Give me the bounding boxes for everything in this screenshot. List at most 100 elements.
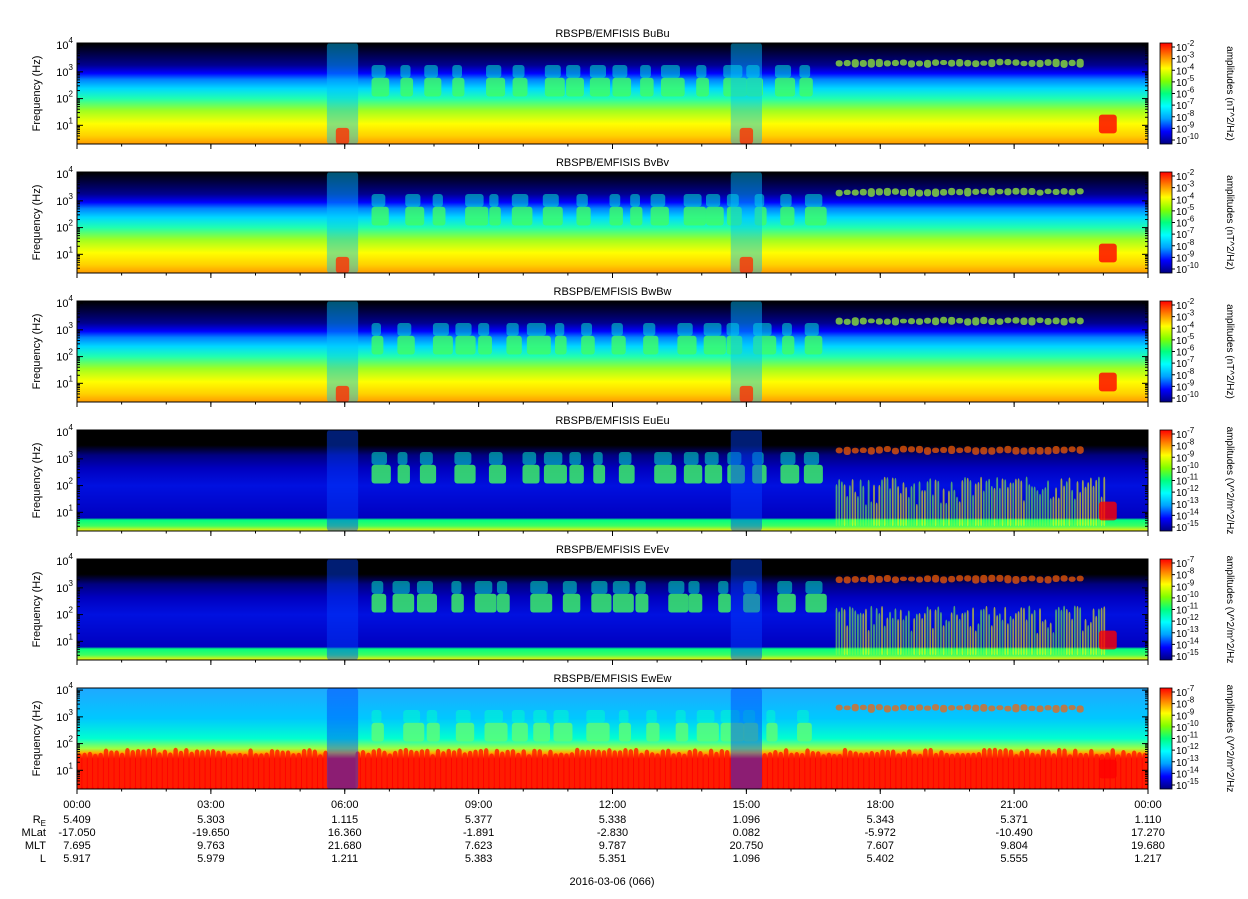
ephemeris-value: -10.490 (995, 827, 1032, 839)
panel-title: RBSPB/EMFISIS EuEu (555, 415, 669, 427)
ephemeris-value: 7.695 (63, 840, 91, 852)
ephemeris-value: 1.096 (733, 814, 761, 826)
y-tick-label: 101 (56, 116, 73, 132)
x-tick-label: 00:00 (1134, 799, 1162, 811)
ephemeris-value: 5.338 (599, 814, 627, 826)
colorbar: 10-710-810-910-1010-1110-1210-1310-1410-… (1159, 426, 1235, 535)
ephemeris-value: 7.623 (465, 840, 493, 852)
colorbar: 10-210-310-410-510-610-710-810-910-10 amp… (1159, 297, 1235, 405)
y-tick-label: 103 (56, 579, 73, 595)
ephemeris-row-label: MLT (25, 840, 46, 852)
spectrogram-image (77, 172, 1148, 273)
y-tick-label: 104 (56, 294, 73, 310)
y-tick-label: 104 (56, 681, 73, 697)
ephemeris-value: 1.211 (331, 853, 358, 865)
colorbar: 10-210-310-410-510-610-710-810-910-10 amp… (1159, 39, 1235, 147)
panel-title: RBSPB/EMFISIS BuBu (555, 28, 669, 40)
y-axis-label: Frequency (Hz) (31, 443, 43, 519)
y-tick-label: 102 (56, 348, 73, 364)
y-axis-label: Frequency (Hz) (31, 701, 43, 777)
ephemeris-value: 9.763 (197, 840, 225, 852)
ephemeris-value: 5.343 (866, 814, 894, 826)
time-axis: 00:00 03:00 06:00 09:00 12:00 15:00 18:00 21:00… (63, 799, 1162, 811)
ephemeris-value: 17.270 (1131, 827, 1165, 839)
y-tick-label: 102 (56, 735, 73, 751)
spectrogram-panel: RBSPB/EMFISIS EuEu Frequency (Hz) 101 102 10… (31, 415, 1235, 536)
spectrogram-panel: RBSPB/EMFISIS BwBw Frequency (Hz) 101 102 10… (31, 286, 1235, 407)
ephemeris-value: 5.383 (465, 853, 493, 865)
y-tick-label: 104 (56, 552, 73, 568)
ephemeris-row-label: MLat (22, 827, 46, 839)
spectrogram-image (77, 43, 1148, 144)
ephemeris-table: RE 5.409 5.303 1.115 5.377 5.338 1.096 5.343 5.3… (22, 814, 1165, 865)
x-tick-label: 06:00 (331, 799, 359, 811)
spectrogram-panel: RBSPB/EMFISIS EvEv Frequency (Hz) 101 102 10… (31, 544, 1235, 665)
colorbar-label: amplitudes (nT^2/Hz) (1224, 46, 1235, 141)
y-tick-label: 103 (56, 63, 73, 79)
y-tick-label: 101 (56, 632, 73, 648)
y-tick-label: 101 (56, 761, 73, 777)
ephemeris-value: 1.217 (1134, 853, 1162, 865)
y-tick-label: 102 (56, 219, 73, 235)
y-tick-label: 102 (56, 90, 73, 106)
y-tick-label: 101 (56, 374, 73, 390)
ephemeris-value: 16.360 (328, 827, 362, 839)
ephemeris-value: 5.371 (1000, 814, 1028, 826)
y-tick-label: 103 (56, 450, 73, 466)
date-label: 2016-03-06 (066) (569, 876, 654, 888)
spectrogram-panel: RBSPB/EMFISIS EwEw Frequency (Hz) 101 102 10… (31, 673, 1235, 794)
panel-title: RBSPB/EMFISIS BwBw (554, 286, 672, 298)
spectrogram-panel: RBSPB/EMFISIS BvBv Frequency (Hz) 101 102 10… (31, 157, 1235, 278)
y-tick-label: 102 (56, 477, 73, 493)
y-tick-label: 104 (56, 36, 73, 52)
y-tick-label: 104 (56, 165, 73, 181)
ephemeris-value: -1.891 (463, 827, 494, 839)
ephemeris-value: 5.377 (465, 814, 493, 826)
y-tick-label: 103 (56, 321, 73, 337)
colorbar-label: amplitudes (V^2/m^2/Hz (1224, 556, 1235, 664)
colorbar-label: amplitudes (nT^2/Hz) (1224, 175, 1235, 270)
colorbar: 10-210-310-410-510-610-710-810-910-10 amp… (1159, 168, 1235, 276)
y-tick-label: 103 (56, 708, 73, 724)
ephemeris-row-label: L (40, 853, 46, 865)
ephemeris-value: 9.804 (1000, 840, 1028, 852)
ephemeris-value: 1.110 (1135, 814, 1162, 826)
colorbar-label: amplitudes (V^2/m^2/Hz (1224, 685, 1235, 793)
spectrogram-panel: RBSPB/EMFISIS BuBu Frequency (Hz) 101 102 10… (31, 28, 1235, 149)
ephemeris-value: -19.650 (192, 827, 229, 839)
y-tick-label: 101 (56, 245, 73, 261)
y-axis-label: Frequency (Hz) (31, 314, 43, 390)
panel-title: RBSPB/EMFISIS BvBv (556, 157, 670, 169)
y-tick-label: 103 (56, 192, 73, 208)
ephemeris-value: 20.750 (730, 840, 764, 852)
ephemeris-value: 5.917 (63, 853, 91, 865)
panel-title: RBSPB/EMFISIS EvEv (556, 544, 670, 556)
ephemeris-value: -5.972 (865, 827, 896, 839)
x-tick-label: 00:00 (63, 799, 91, 811)
x-tick-label: 15:00 (733, 799, 761, 811)
x-tick-label: 09:00 (465, 799, 493, 811)
y-tick-label: 101 (56, 503, 73, 519)
ephemeris-row-label: RE (33, 814, 46, 828)
ephemeris-value: 5.409 (63, 814, 91, 826)
ephemeris-value: 0.082 (733, 827, 761, 839)
spectrogram-image (77, 559, 1148, 660)
y-axis-label: Frequency (Hz) (31, 56, 43, 132)
colorbar-label: amplitudes (nT^2/Hz) (1224, 304, 1235, 399)
y-tick-label: 104 (56, 423, 73, 439)
ephemeris-value: 9.787 (599, 840, 627, 852)
ephemeris-value: 5.979 (197, 853, 225, 865)
y-tick-label: 102 (56, 606, 73, 622)
spectrogram-image (77, 301, 1148, 402)
ephemeris-value: 21.680 (328, 840, 362, 852)
ephemeris-value: -2.830 (597, 827, 628, 839)
colorbar: 10-710-810-910-1010-1110-1210-1310-1410-… (1159, 555, 1235, 664)
ephemeris-value: 5.402 (866, 853, 894, 865)
ephemeris-value: 19.680 (1131, 840, 1165, 852)
x-tick-label: 03:00 (197, 799, 225, 811)
panel-title: RBSPB/EMFISIS EwEw (554, 673, 672, 685)
x-tick-label: 12:00 (599, 799, 627, 811)
colorbar-label: amplitudes (V^2/m^2/Hz (1224, 427, 1235, 535)
ephemeris-value: 5.555 (1000, 853, 1028, 865)
